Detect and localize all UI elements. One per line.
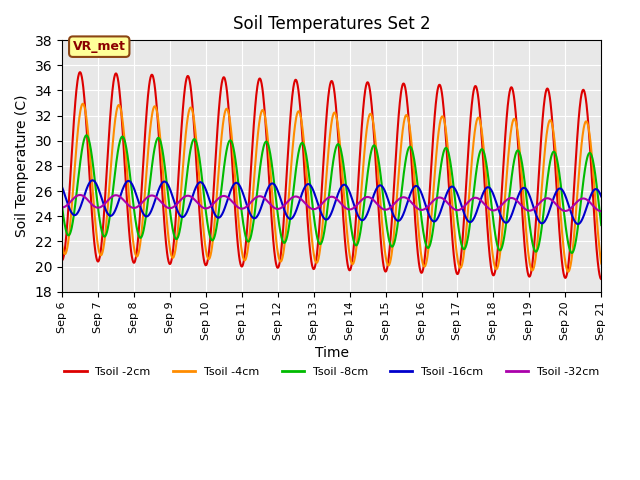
Tsoil -2cm <box>298 133 306 139</box>
Tsoil -2cm <box>308 263 316 268</box>
Tsoil -16cm <box>122 180 130 185</box>
Tsoil -32cm <box>597 208 605 214</box>
Tsoil -8cm <box>58 204 66 209</box>
Tsoil -16cm <box>287 216 295 222</box>
Tsoil -32cm <box>58 204 66 210</box>
Tsoil -2cm <box>122 184 130 190</box>
Tsoil -16cm <box>298 190 306 195</box>
Line: Tsoil -16cm: Tsoil -16cm <box>62 180 601 224</box>
Tsoil -32cm <box>76 192 84 198</box>
Tsoil -16cm <box>597 193 605 199</box>
Tsoil -4cm <box>597 261 605 266</box>
Tsoil -4cm <box>298 124 306 130</box>
Tsoil -8cm <box>298 140 306 146</box>
Tsoil -32cm <box>287 195 295 201</box>
Tsoil -32cm <box>308 206 316 212</box>
Tsoil -4cm <box>122 155 130 161</box>
Title: Soil Temperatures Set 2: Soil Temperatures Set 2 <box>233 15 431 33</box>
Tsoil -8cm <box>365 159 373 165</box>
Tsoil -2cm <box>597 276 605 282</box>
Tsoil -32cm <box>122 200 130 206</box>
Line: Tsoil -2cm: Tsoil -2cm <box>62 72 601 279</box>
Tsoil -4cm <box>308 238 316 243</box>
Line: Tsoil -8cm: Tsoil -8cm <box>62 135 601 253</box>
Tsoil -8cm <box>83 132 90 138</box>
Tsoil -8cm <box>287 207 295 213</box>
Tsoil -8cm <box>100 234 108 240</box>
Y-axis label: Soil Temperature (C): Soil Temperature (C) <box>15 95 29 237</box>
Tsoil -4cm <box>287 163 295 168</box>
Tsoil -2cm <box>287 105 295 110</box>
Tsoil -16cm <box>574 221 582 227</box>
Tsoil -8cm <box>308 198 316 204</box>
Tsoil -4cm <box>564 269 572 275</box>
Tsoil -4cm <box>79 101 87 107</box>
Tsoil -8cm <box>568 250 575 256</box>
Tsoil -8cm <box>122 144 130 149</box>
Tsoil -4cm <box>365 113 373 119</box>
X-axis label: Time: Time <box>315 346 349 360</box>
Tsoil -16cm <box>308 185 316 191</box>
Tsoil -32cm <box>365 194 373 200</box>
Tsoil -16cm <box>89 178 97 183</box>
Tsoil -32cm <box>100 202 108 207</box>
Text: VR_met: VR_met <box>73 40 125 53</box>
Tsoil -2cm <box>58 257 66 263</box>
Tsoil -2cm <box>76 69 84 75</box>
Tsoil -16cm <box>365 206 373 212</box>
Tsoil -2cm <box>365 84 373 89</box>
Line: Tsoil -32cm: Tsoil -32cm <box>62 195 601 211</box>
Legend: Tsoil -2cm, Tsoil -4cm, Tsoil -8cm, Tsoil -16cm, Tsoil -32cm: Tsoil -2cm, Tsoil -4cm, Tsoil -8cm, Tsoi… <box>60 363 604 382</box>
Tsoil -4cm <box>58 242 66 248</box>
Tsoil -2cm <box>100 210 108 216</box>
Tsoil -32cm <box>298 197 306 203</box>
Tsoil -4cm <box>100 240 108 246</box>
Tsoil -16cm <box>58 184 66 190</box>
Tsoil -8cm <box>597 222 605 228</box>
Tsoil -16cm <box>100 203 108 208</box>
Line: Tsoil -4cm: Tsoil -4cm <box>62 104 601 272</box>
